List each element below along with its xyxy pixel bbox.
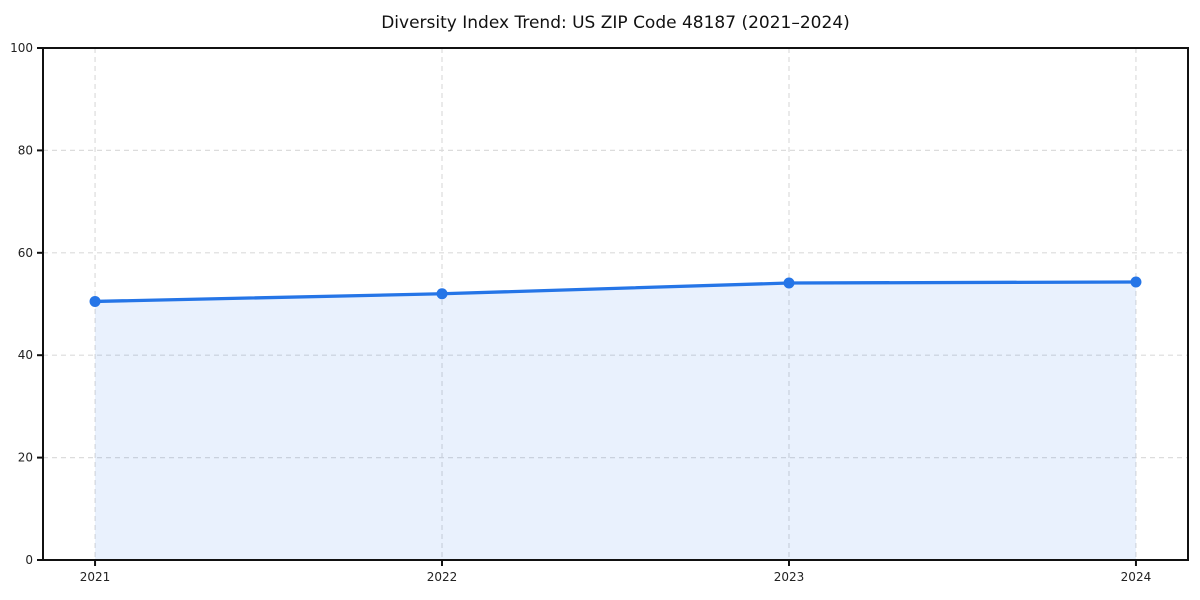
y-tick-label: 20 [18, 451, 33, 465]
x-tick-label: 2023 [774, 570, 805, 584]
x-tick-label: 2021 [80, 570, 111, 584]
x-tick-label: 2022 [427, 570, 458, 584]
data-point-2024 [1130, 276, 1142, 288]
data-point-2021 [89, 295, 101, 307]
y-tick-label: 60 [18, 246, 33, 260]
area-fill [95, 281, 1136, 560]
y-tick-label: 80 [18, 143, 33, 157]
chart-title: Diversity Index Trend: US ZIP Code 48187… [381, 13, 850, 33]
y-tick-label: 0 [25, 553, 33, 567]
data-point-2022 [436, 288, 448, 300]
trend-line [93, 280, 1138, 304]
data-point-2023 [783, 277, 795, 289]
x-tick-label: 2024 [1121, 570, 1152, 584]
plot-border [42, 47, 1189, 561]
y-tick-label: 40 [18, 348, 33, 362]
y-tick-label: 100 [10, 41, 33, 55]
